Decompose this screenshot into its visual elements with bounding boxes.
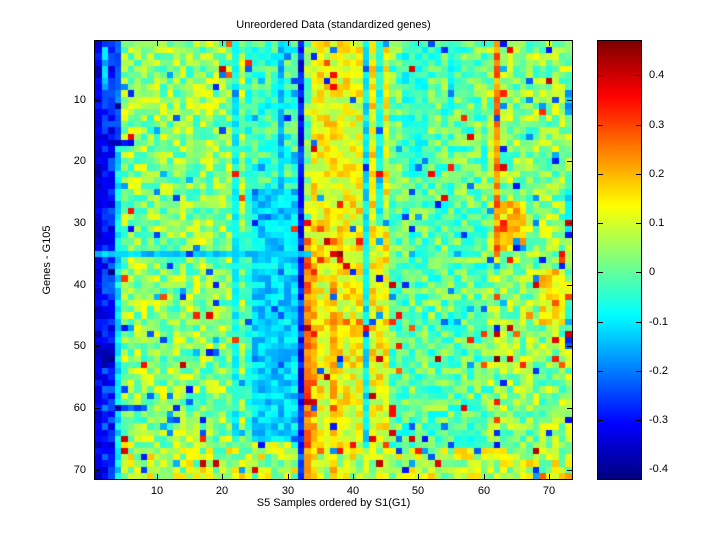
- x-tick: [484, 41, 485, 46]
- x-tick-label: 60: [477, 485, 491, 497]
- y-tick: [95, 346, 100, 347]
- y-tick: [567, 161, 572, 162]
- colorbar-tick: [636, 125, 641, 126]
- colorbar-tick: [636, 75, 641, 76]
- colorbar-tick: [598, 125, 603, 126]
- y-tick: [567, 223, 572, 224]
- colorbar-canvas: [598, 41, 641, 479]
- x-tick: [353, 41, 354, 46]
- x-tick: [418, 41, 419, 46]
- y-tick: [567, 408, 572, 409]
- colorbar-tick: [598, 371, 603, 372]
- x-tick: [288, 474, 289, 479]
- x-tick-label: 70: [542, 485, 556, 497]
- colorbar-tick-label: 0.3: [649, 119, 665, 131]
- y-tick: [567, 470, 572, 471]
- x-tick: [157, 41, 158, 46]
- x-tick-label: 30: [281, 485, 295, 497]
- y-tick-label: 70: [73, 464, 86, 476]
- y-tick: [95, 161, 100, 162]
- x-tick: [222, 41, 223, 46]
- colorbar-tick-label: 0: [649, 266, 656, 278]
- colorbar-tick: [598, 75, 603, 76]
- x-axis-label: S5 Samples ordered by S1(G1): [256, 497, 411, 509]
- y-tick: [95, 408, 100, 409]
- colorbar-tick: [636, 174, 641, 175]
- chart-title: Unreordered Data (standardized genes): [236, 19, 431, 31]
- colorbar-tick: [636, 322, 641, 323]
- colorbar-tick-label: 0.2: [649, 168, 665, 180]
- colorbar-tick-label: 0.1: [649, 217, 665, 229]
- colorbar: [597, 40, 642, 480]
- y-tick-label: 60: [73, 402, 86, 414]
- y-axis-label: Genes - G105: [41, 225, 53, 295]
- x-tick: [222, 474, 223, 479]
- y-tick-label: 20: [73, 155, 86, 167]
- y-tick-label: 50: [73, 340, 86, 352]
- x-tick-label: 50: [411, 485, 425, 497]
- x-tick-label: 40: [346, 485, 360, 497]
- colorbar-tick-label: -0.4: [649, 463, 668, 475]
- y-tick-label: 30: [73, 217, 86, 229]
- y-tick: [95, 470, 100, 471]
- y-tick: [95, 285, 100, 286]
- colorbar-tick: [636, 272, 641, 273]
- x-tick: [418, 474, 419, 479]
- colorbar-tick: [598, 420, 603, 421]
- y-tick-label: 10: [73, 94, 86, 106]
- colorbar-tick-label: -0.2: [649, 365, 668, 377]
- x-tick-label: 10: [150, 485, 164, 497]
- y-tick: [95, 100, 100, 101]
- heatmap-canvas: [95, 41, 572, 479]
- colorbar-tick: [598, 272, 603, 273]
- colorbar-tick-label: -0.1: [649, 316, 668, 328]
- x-tick: [353, 474, 354, 479]
- x-tick: [549, 41, 550, 46]
- y-tick: [95, 223, 100, 224]
- y-tick: [567, 285, 572, 286]
- colorbar-tick: [598, 223, 603, 224]
- x-tick: [288, 41, 289, 46]
- colorbar-tick: [636, 371, 641, 372]
- y-tick: [567, 100, 572, 101]
- colorbar-tick: [636, 469, 641, 470]
- y-tick: [567, 346, 572, 347]
- colorbar-tick: [598, 174, 603, 175]
- x-tick: [549, 474, 550, 479]
- y-tick-label: 40: [73, 279, 86, 291]
- x-tick: [157, 474, 158, 479]
- heatmap-axes: [94, 40, 573, 480]
- colorbar-tick: [636, 420, 641, 421]
- x-tick-label: 20: [215, 485, 229, 497]
- colorbar-tick: [598, 322, 603, 323]
- colorbar-tick: [636, 223, 641, 224]
- colorbar-tick: [598, 469, 603, 470]
- colorbar-tick-label: 0.4: [649, 69, 665, 81]
- colorbar-tick-label: -0.3: [649, 414, 668, 426]
- x-tick: [484, 474, 485, 479]
